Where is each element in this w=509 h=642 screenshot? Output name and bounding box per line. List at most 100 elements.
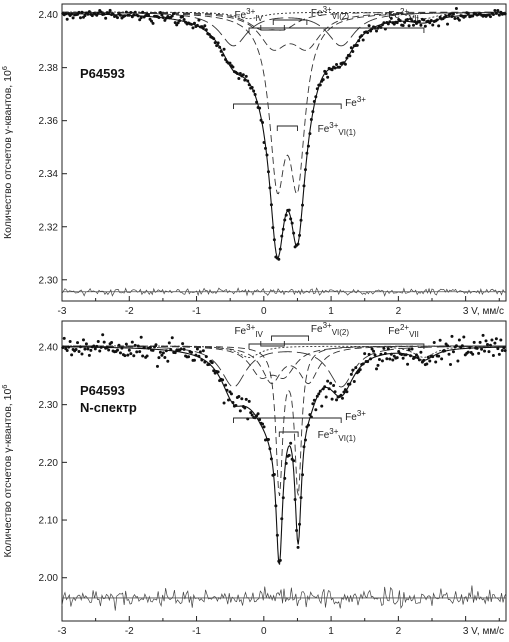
data-point: [320, 404, 324, 408]
data-point: [372, 349, 376, 353]
data-point: [141, 10, 145, 14]
data-point: [136, 344, 140, 348]
data-point: [395, 356, 399, 360]
residual-curve: [61, 585, 507, 611]
data-point: [101, 333, 105, 337]
data-point: [90, 14, 94, 18]
data-point: [117, 343, 121, 347]
data-point: [182, 347, 186, 351]
annotation-subscript: VI(1): [338, 434, 356, 443]
y-tick-label: 2.40: [39, 342, 59, 353]
data-point: [335, 63, 339, 67]
data-point: [93, 347, 97, 351]
y-axis-label-exponent: 6: [0, 385, 9, 389]
data-point: [133, 343, 137, 347]
data-point: [419, 350, 423, 354]
mossbauer-spectrum-top: 2.30 2.32 2.34 2.36 2.38 2.40 -3 -2 -1 0 1 2 3 V, мм/…: [0, 3, 507, 317]
data-point: [116, 348, 119, 352]
x-tick-label: -3: [58, 626, 67, 637]
data-point: [488, 15, 492, 19]
annotation-superscript: 2+: [400, 323, 409, 332]
bracket-fe3-iv: [260, 25, 285, 31]
data-point: [382, 346, 386, 350]
data-point: [446, 22, 450, 26]
annotation-superscript: 2+: [400, 7, 409, 16]
data-point: [407, 24, 411, 28]
data-point: [65, 348, 69, 352]
x-tick-label: -2: [125, 626, 134, 637]
annotation-superscript: 3+: [357, 409, 366, 418]
sample-label-2: N-спектр: [80, 400, 137, 415]
data-point: [385, 357, 389, 361]
data-point: [329, 381, 333, 385]
data-point: [477, 351, 481, 355]
component-curve: [62, 11, 506, 51]
data-point: [451, 350, 455, 354]
data-point: [231, 65, 235, 69]
data-point: [129, 10, 133, 14]
data-point: [379, 25, 383, 29]
data-point: [261, 422, 265, 426]
data-point: [376, 363, 380, 367]
data-point: [237, 76, 241, 80]
fit-curve: [62, 346, 507, 565]
data-point: [406, 362, 410, 366]
data-point: [110, 341, 114, 345]
data-point: [456, 359, 460, 363]
data-point: [487, 350, 491, 354]
sample-label: P64593: [80, 383, 125, 398]
data-point: [222, 401, 226, 405]
data-point: [437, 24, 441, 28]
data-point: [229, 392, 233, 396]
data-point: [472, 340, 476, 344]
x-tick-label: -2: [125, 306, 134, 317]
data-point: [332, 384, 336, 388]
data-point: [116, 16, 119, 20]
x-tick-label: -3: [58, 306, 67, 317]
data-point: [187, 355, 191, 359]
data-point: [77, 350, 81, 354]
annotation-fe3: Fe3+: [345, 95, 366, 109]
data-point: [74, 348, 78, 352]
x-tick-label: -1: [192, 306, 201, 317]
data-point: [145, 354, 149, 358]
data-point: [215, 44, 219, 48]
x-tick-label: 0: [261, 626, 267, 637]
data-point: [444, 14, 448, 18]
data-point: [460, 344, 464, 348]
data-point: [81, 338, 85, 342]
data-point: [494, 337, 498, 341]
data-point: [483, 349, 487, 353]
data-point: [380, 359, 384, 363]
data-point: [419, 23, 423, 27]
data-point: [256, 412, 260, 416]
data-point: [163, 356, 167, 360]
data-point: [173, 21, 177, 25]
data-point: [157, 356, 161, 360]
data-point: [151, 21, 155, 25]
annotation-fe2-vii: Fe2+VII: [388, 323, 419, 339]
data-point: [457, 338, 461, 342]
data-point: [96, 339, 100, 343]
data-point: [135, 350, 139, 354]
data-point: [451, 12, 455, 16]
x-axis-label: V, мм/с: [471, 626, 504, 637]
data-point: [351, 368, 355, 372]
data-point: [375, 29, 378, 33]
data-point: [401, 23, 405, 27]
data-point: [314, 408, 318, 412]
x-tick-label: 2: [396, 306, 402, 317]
bracket-fe3-vi2: [272, 19, 308, 25]
y-tick-label: 2.36: [39, 116, 59, 127]
data-point: [437, 354, 441, 358]
data-point: [201, 349, 205, 353]
data-point: [62, 336, 66, 340]
data-point: [406, 18, 410, 21]
x-tick-label: 0: [261, 306, 267, 317]
mossbauer-spectrum-bottom: 2.00 2.10 2.20 2.30 2.40 -3 -2 -1 0 1 2 3 V, мм/с Кол…: [0, 320, 507, 637]
data-point: [389, 16, 393, 20]
data-point: [68, 340, 72, 344]
y-tick-label: 2.38: [39, 63, 59, 74]
annotation-subscript: VII: [409, 14, 419, 23]
data-point: [434, 360, 438, 364]
